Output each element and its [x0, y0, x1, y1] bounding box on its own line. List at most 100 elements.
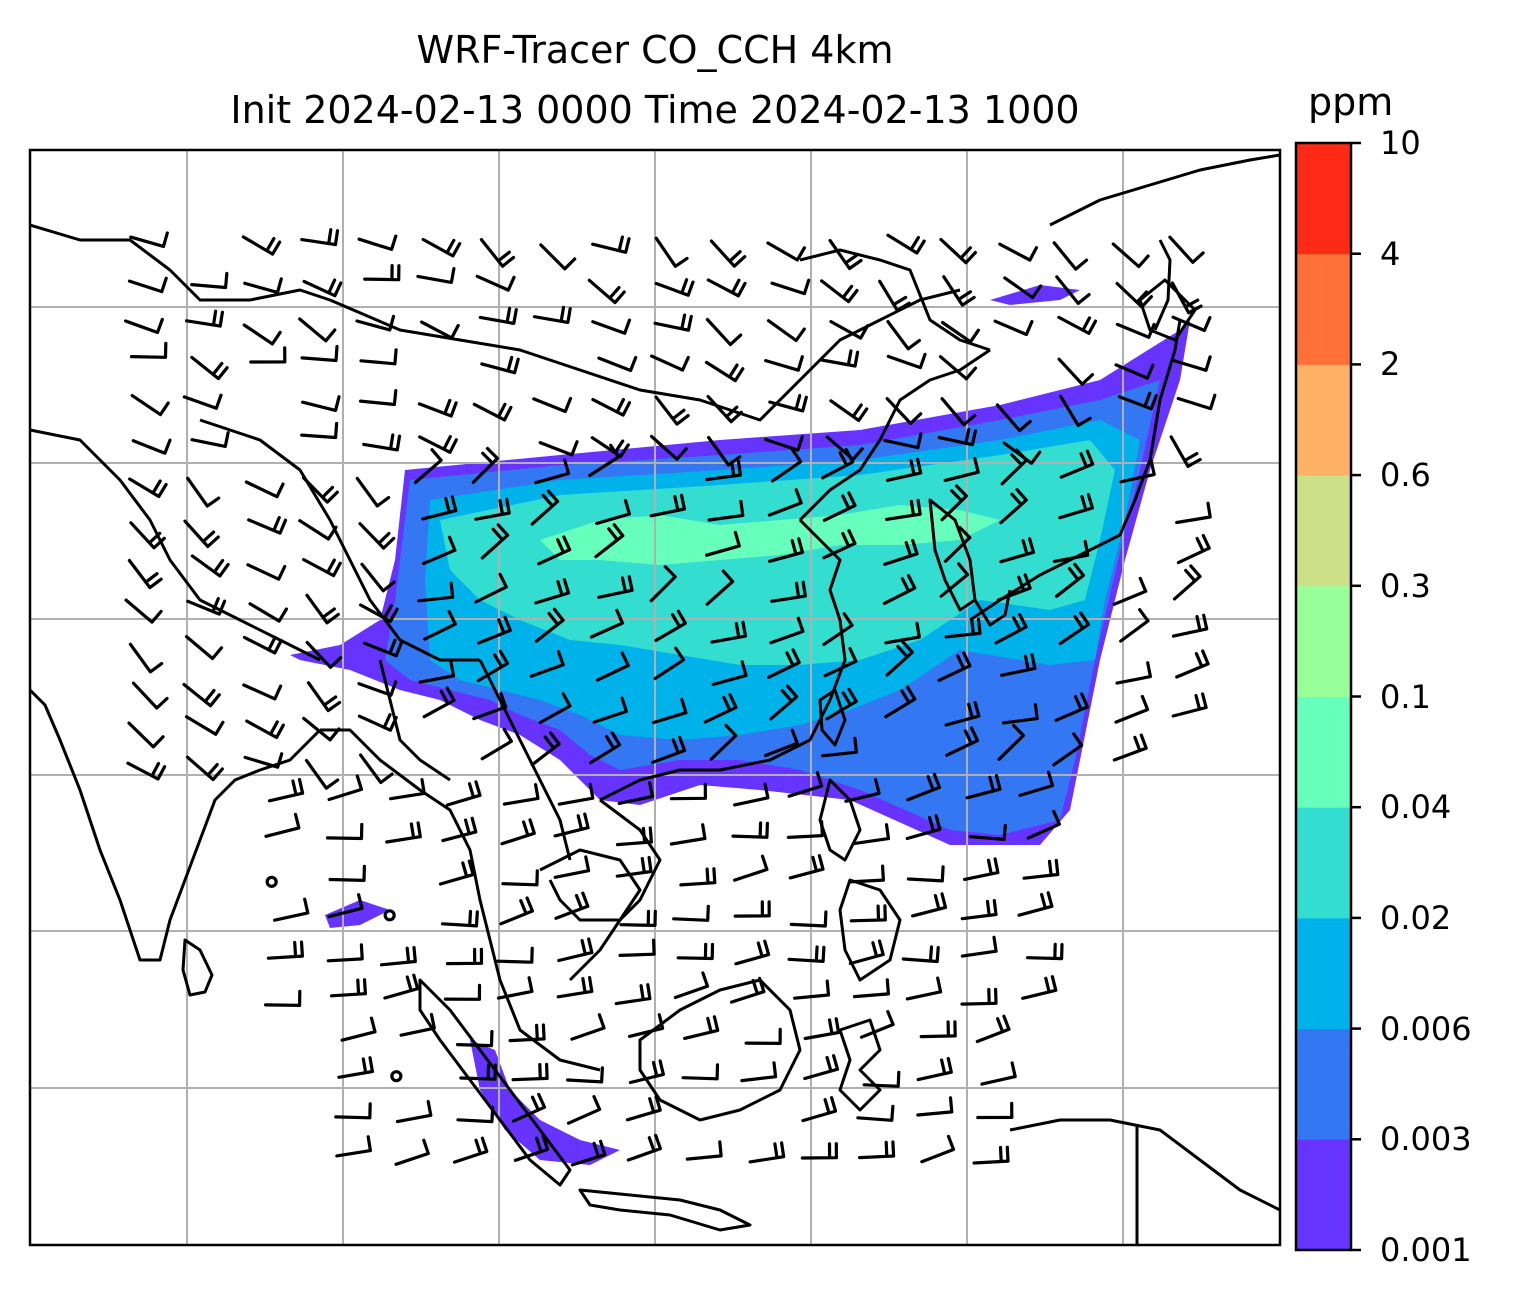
wind-barb [127, 276, 168, 294]
wind-barb [960, 987, 998, 1006]
wind-barb [828, 239, 863, 271]
wind-barb [182, 682, 221, 708]
wind-barb [849, 904, 887, 923]
wind-barb [1054, 562, 1085, 598]
wind-barb [305, 593, 340, 625]
wind-barb [886, 233, 926, 255]
wind-barb [733, 854, 769, 882]
wind-barb [829, 399, 869, 422]
wind-barb [418, 660, 456, 684]
wind-barb [801, 1096, 838, 1123]
wind-barb [190, 431, 230, 448]
myanmar-border [378, 659, 451, 782]
wind-barb [304, 758, 340, 790]
wind-barb [245, 719, 285, 740]
wind-barb [844, 778, 881, 803]
colorbar-tick-label: 4 [1380, 234, 1401, 273]
philippines-south [838, 878, 902, 982]
plume-level-0.001-sumatra [325, 900, 390, 928]
wind-barb [937, 651, 972, 682]
wind-barb [862, 1070, 901, 1088]
tibet-border [199, 418, 480, 662]
colorbar-segment [1296, 696, 1351, 808]
wind-barb [788, 854, 825, 880]
wind-barb [1111, 242, 1150, 269]
wind-barb [183, 519, 220, 549]
wind-barb [906, 865, 945, 883]
colorbar-tick-label: 2 [1380, 345, 1401, 384]
wind-barb [803, 1054, 840, 1081]
wind-barb [302, 278, 343, 298]
wind-calm-marker [383, 909, 396, 922]
wind-barb [1119, 608, 1150, 643]
wind-barb [325, 822, 364, 841]
wind-barb [705, 459, 742, 482]
wind-barb [1176, 533, 1211, 565]
wind-barb [626, 1133, 662, 1162]
sumatra [418, 978, 572, 1187]
wind-barb [334, 1102, 372, 1120]
wind-barb [999, 488, 1028, 525]
wind-barb [1052, 539, 1090, 563]
wind-barb [186, 476, 221, 508]
wind-calm-marker [265, 875, 278, 888]
wind-barb [131, 438, 172, 455]
wind-barb [496, 946, 534, 964]
wind-barb [588, 443, 620, 478]
wind-calm-marker [390, 1070, 403, 1083]
wind-barb [1000, 448, 1029, 486]
india-coast [30, 688, 322, 962]
wind-barb [669, 782, 707, 801]
wind-barb [770, 448, 803, 483]
wind-barb [242, 683, 283, 701]
wind-barb [128, 477, 168, 499]
wind-barb [480, 355, 520, 375]
wind-barb [537, 535, 572, 566]
wind-barb [472, 692, 508, 721]
colorbar-segment [1296, 1028, 1351, 1140]
colorbar-tick-label: 0.02 [1380, 898, 1452, 937]
wind-barb [1117, 391, 1158, 411]
wind-barb [733, 900, 771, 918]
wind-barb [357, 234, 398, 251]
wind-barb [768, 394, 808, 413]
korea [928, 498, 977, 612]
wind-barb [625, 1095, 662, 1122]
pakistan-border [30, 428, 321, 662]
wind-barb [942, 275, 976, 307]
wind-barb [825, 687, 858, 721]
russia-coast [1049, 153, 1280, 227]
wind-barb [1057, 315, 1098, 335]
wind-barb [556, 976, 594, 999]
wind-barb [539, 243, 577, 271]
wind-barb [681, 1063, 720, 1081]
wind-barb [911, 892, 948, 918]
colorbar-tick-label: 0.001 [1380, 1231, 1472, 1269]
wind-barb [822, 612, 854, 646]
japan-honshu [969, 319, 1182, 622]
wind-barb [820, 349, 860, 368]
wind-barb [480, 727, 513, 761]
wind-barb [305, 640, 343, 669]
colorbar-segment [1296, 364, 1351, 476]
wind-barb [130, 394, 170, 417]
wind-barb [554, 891, 590, 920]
wind-barb [423, 609, 457, 641]
wind-barb [711, 660, 748, 687]
wind-barb [1171, 692, 1208, 718]
wind-barb [124, 317, 164, 335]
colorbar-tick-label: 0.003 [1380, 1120, 1472, 1159]
wind-barb [943, 526, 972, 563]
map-area [30, 150, 1280, 1245]
wind-barb [940, 320, 980, 344]
wind-barb [499, 896, 534, 926]
wind-barb [994, 612, 1028, 645]
wind-barb [440, 909, 479, 928]
wind-barb [944, 701, 981, 727]
sakhalin [1153, 239, 1172, 331]
wind-barb [673, 971, 710, 1000]
wind-barb [553, 812, 590, 838]
wind-barb [355, 476, 391, 508]
wind-barb [944, 617, 982, 639]
